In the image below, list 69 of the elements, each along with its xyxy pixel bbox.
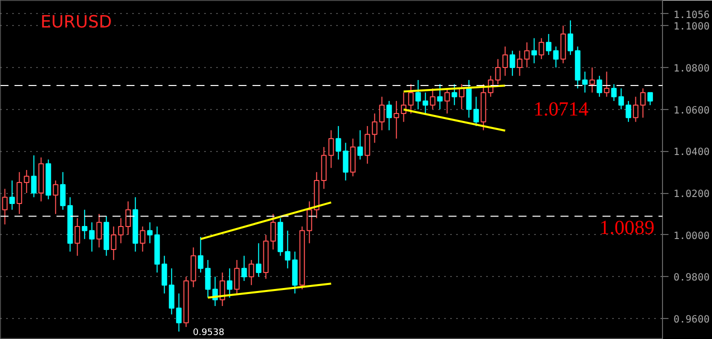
candlestick [110, 226, 116, 260]
y-tick-label: 0.9800 [674, 272, 710, 284]
candlestick [24, 170, 30, 194]
candlestick [647, 92, 653, 106]
candlestick [437, 84, 443, 110]
candlestick [118, 218, 124, 244]
y-tick-label: 1.0400 [674, 147, 710, 158]
candlestick [357, 130, 363, 160]
candlestick [473, 96, 479, 127]
candlestick [226, 268, 232, 298]
candlestick [168, 268, 174, 315]
candlestick [140, 226, 146, 252]
annotation: 0.9538 [192, 328, 225, 338]
candlestick [415, 80, 421, 110]
candlestick [176, 292, 182, 332]
candlestick [96, 213, 102, 248]
candlestick [524, 42, 530, 68]
candlestick [538, 38, 544, 60]
ref-line-label: 1.0089 [600, 217, 655, 240]
candlestick [632, 96, 638, 122]
candlestick [466, 80, 472, 118]
candlestick [60, 172, 66, 210]
candlestick [328, 130, 334, 168]
y-tick-label: 0.9600 [674, 314, 710, 326]
candlestick [452, 84, 458, 106]
candlestick [74, 218, 80, 256]
candlestick [336, 126, 342, 160]
y-tick-label: 1.0200 [674, 189, 710, 200]
candlestick [458, 84, 464, 110]
candlestick [342, 142, 348, 181]
candlestick [394, 100, 400, 140]
candlestick [531, 38, 537, 64]
candlestick [604, 71, 610, 98]
candlestick [640, 88, 646, 118]
candlestick [386, 100, 392, 131]
candlestick [589, 66, 595, 94]
candlestick [422, 92, 428, 114]
candlestick [147, 222, 153, 244]
candlestick [495, 58, 501, 85]
y-tick-label: 1.0000 [674, 230, 710, 242]
candlestick [510, 50, 516, 76]
text: EURUSD [40, 12, 112, 32]
candlestick [9, 180, 15, 210]
candlestick [52, 180, 58, 214]
candlestick [16, 172, 22, 214]
candlestick [568, 20, 574, 56]
candlestick [270, 213, 276, 250]
y-tick-label: 1.0800 [674, 63, 710, 74]
candlestick [502, 46, 508, 76]
candlestick [364, 126, 370, 164]
y-tick-label: 1.1000 [674, 22, 710, 33]
candlestick [408, 84, 414, 114]
candlestick [31, 154, 37, 198]
candlestick [582, 71, 588, 94]
candlestick [284, 230, 290, 269]
candlestick [241, 255, 247, 282]
y-tick-label: 1.1056 [674, 10, 710, 21]
candlestick [125, 200, 131, 236]
candlestick [516, 50, 522, 76]
candlestick [611, 84, 617, 102]
y-tick-label: 1.0600 [674, 105, 710, 116]
candlestick [234, 259, 240, 294]
candlestick [248, 259, 254, 286]
ref-line-label: 1.0714 [534, 98, 589, 120]
candlestick [444, 88, 450, 114]
candlestick [596, 75, 602, 98]
candlestick [400, 92, 406, 122]
candlestick [256, 242, 262, 278]
candlestick [430, 88, 436, 110]
